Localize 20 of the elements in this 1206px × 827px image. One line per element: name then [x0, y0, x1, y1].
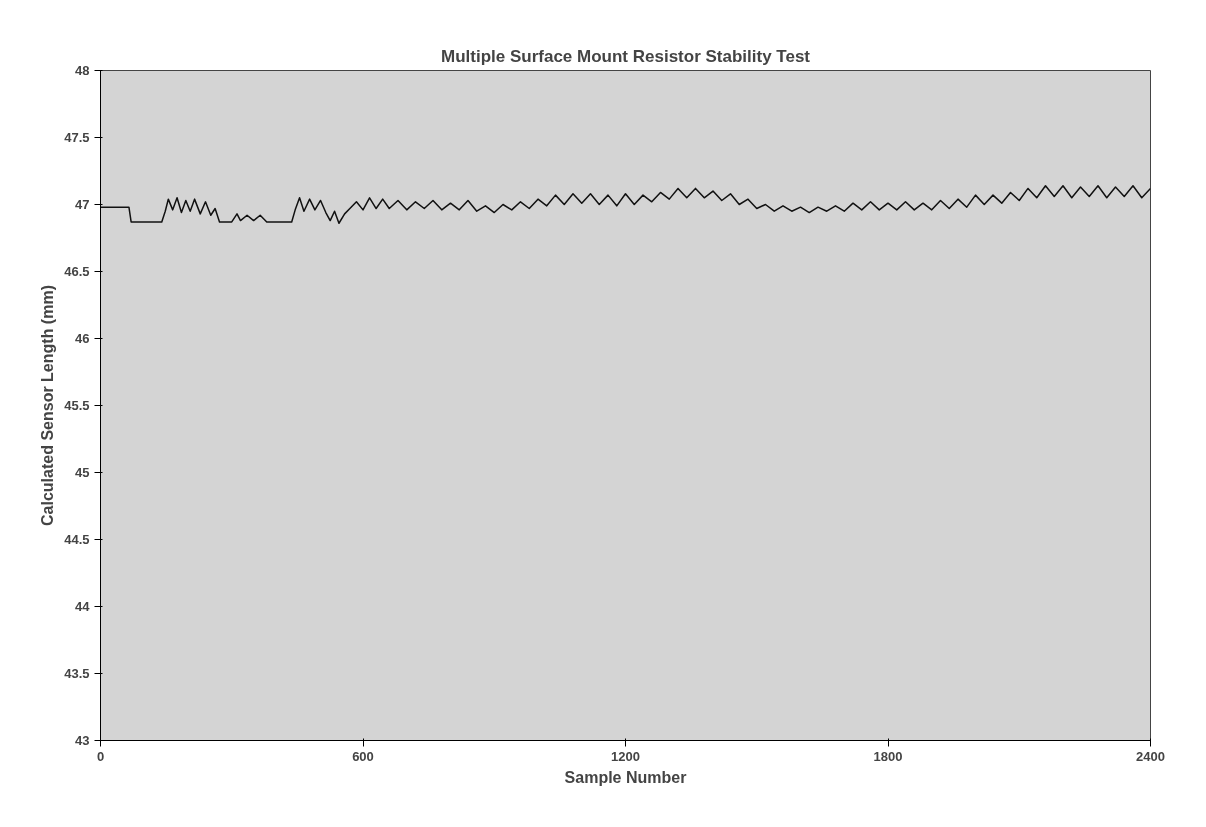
x-tick-label: 1800 — [873, 748, 903, 764]
x-tick-label: 600 — [352, 748, 374, 764]
y-tick-label: 43 — [75, 733, 90, 748]
x-axis-title: Sample Number — [564, 768, 687, 786]
line-series — [100, 184, 1151, 225]
x-tick-label: 2400 — [1136, 748, 1165, 764]
y-tick-label: 47.5 — [64, 130, 90, 145]
y-tick-label: 46 — [75, 331, 90, 346]
y-tick-label: 46.5 — [64, 264, 90, 279]
x-tick-label: 0 — [96, 748, 105, 764]
y-tick-label: 45.5 — [64, 398, 90, 413]
y-axis-title: Calculated Sensor Length (mm) — [39, 285, 57, 526]
x-tick-label: 1200 — [611, 748, 640, 764]
chart-title: Multiple Surface Mount Resistor Stability Test — [440, 46, 811, 66]
y-tick-label: 45 — [75, 465, 90, 480]
y-tick-label: 44.5 — [64, 532, 90, 547]
y-tick-label: 44 — [75, 599, 91, 614]
y-tick-label: 43.5 — [64, 666, 90, 681]
y-tick-label: 47 — [75, 197, 90, 212]
y-tick-label: 48 — [75, 63, 90, 78]
